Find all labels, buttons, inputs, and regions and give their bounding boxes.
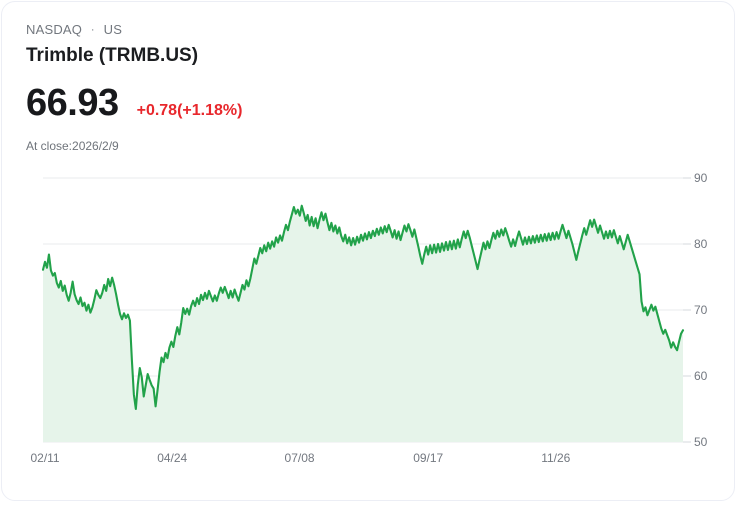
y-axis-label: 80 bbox=[694, 237, 708, 251]
y-axis-label: 90 bbox=[694, 171, 708, 185]
page-title: Trimble (TRMB.US) bbox=[26, 45, 199, 66]
price-row: 66.93 +0.78(+1.18%) bbox=[26, 82, 242, 124]
x-axis-label: 07/08 bbox=[284, 451, 315, 465]
y-axis-label: 60 bbox=[694, 369, 708, 383]
y-axis-label: 70 bbox=[694, 303, 708, 317]
x-axis-label: 11/26 bbox=[541, 451, 571, 465]
y-axis-label: 50 bbox=[694, 435, 708, 449]
as-of-status: At close:2026/2/9 bbox=[26, 139, 119, 153]
exchange-label: NASDAQ bbox=[26, 22, 83, 37]
chart-svg bbox=[41, 177, 691, 443]
x-axis-label: 02/11 bbox=[30, 451, 60, 465]
price-chart[interactable]: 90 80 70 60 50 02/11 04/24 07/08 09/17 11/26 bbox=[2, 162, 734, 482]
exchange-row: NASDAQ · US bbox=[26, 22, 198, 38]
region-label: US bbox=[103, 22, 123, 37]
chart-line bbox=[41, 204, 685, 411]
quote-header: NASDAQ · US Trimble (TRMB.US) bbox=[26, 22, 198, 69]
x-axis-label: 04/24 bbox=[157, 451, 188, 465]
ytick-marks-group bbox=[683, 177, 691, 443]
last-price: 66.93 bbox=[26, 82, 119, 124]
x-axis-label: 09/17 bbox=[413, 451, 444, 465]
chart-area-fill bbox=[43, 205, 683, 442]
separator-dot: · bbox=[90, 24, 95, 36]
price-change: +0.78(+1.18%) bbox=[136, 102, 243, 119]
